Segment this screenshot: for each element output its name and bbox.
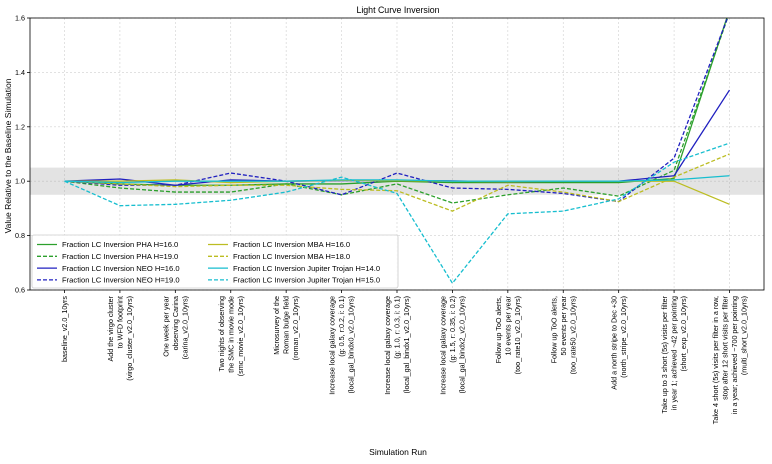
legend-label: Fraction LC Inversion PHA H=19.0 <box>62 252 178 261</box>
x-tick-label: Follow up ToO alerts, 10 events per year(… <box>494 295 522 374</box>
series-line-6 <box>64 153 730 212</box>
legend-label: Fraction LC Inversion MBA H=16.0 <box>233 240 350 249</box>
x-tick-label: Add a north stripe to Dec +30 (north_stri… <box>609 296 628 390</box>
x-tick-label: Take 4 short (5s) visits per filter in a… <box>711 295 749 424</box>
x-tick-label: Increase local galaxy coverage (g: 0.5, r… <box>328 296 356 395</box>
legend-entry: Fraction LC Inversion Jupiter Trojan H=1… <box>208 264 380 273</box>
x-tick-label-line: in year 1; achieved ~42 per pointing <box>670 296 679 410</box>
y-axis-label: Value Relative to the Baseline Simulatio… <box>3 78 13 233</box>
x-tick-label-line: Follow up ToO alerts, <box>494 296 503 363</box>
x-tick-label: Take up to 3 short (5s) visits per filte… <box>660 295 688 413</box>
x-tick-label-line: (too_rate50_v2.0_10yrs) <box>568 296 577 374</box>
legend-label: Fraction LC Inversion PHA H=16.0 <box>62 240 178 249</box>
x-tick-label: One week per year observing Carina (carina… <box>161 295 189 359</box>
legend: Fraction LC Inversion PHA H=16.0 Fraction… <box>31 234 399 289</box>
legend-entry: Fraction LC Inversion Jupiter Trojan H=1… <box>208 276 380 285</box>
x-tick-label-line: (local_gal_bindx0_v2.0_10yrs) <box>347 296 356 394</box>
x-tick-label-line: Increase local galaxy coverage <box>328 296 337 395</box>
x-tick-label-line: (north_stripe_v2.0_10yrs) <box>619 296 628 378</box>
y-axis-ticks: 0.6 0.8 1.0 1.2 1.4 1.6 <box>15 14 30 295</box>
x-tick-label-line: Add a north stripe to Dec +30 <box>609 296 618 390</box>
legend-label: Fraction LC Inversion NEO H=19.0 <box>62 276 180 285</box>
x-tick-label-line: Increase local galaxy coverage <box>438 296 447 395</box>
x-tick-label-line: (local_gal_bindx2_v2.0_10yrs) <box>457 296 466 394</box>
y-tick-label: 0.6 <box>15 286 25 295</box>
x-tick-label-line: Take 4 short (5s) visits per filter in a… <box>711 296 720 424</box>
legend-entry: Fraction LC Inversion PHA H=19.0 <box>37 252 178 261</box>
x-tick-label-line: (roman_v2.0_10yrs) <box>291 296 300 360</box>
legend-label: Fraction LC Inversion Jupiter Trojan H=1… <box>233 276 380 285</box>
x-tick-label-line: One week per year <box>161 295 170 356</box>
x-tick-label-line: (virgo_cluster_v2.0_10yrs) <box>125 296 134 381</box>
x-tick-label-line: stop after 12 short visits per filter <box>720 295 729 399</box>
x-tick-label-line: to WFD footprint <box>115 296 124 348</box>
legend-label: Fraction LC Inversion Jupiter Trojan H=1… <box>233 264 380 273</box>
x-tick-label-line: (smc_movie_v2.0_10yrs) <box>236 296 245 376</box>
x-tick-label: Add the virgo cluster to WFD footprint (vi… <box>106 295 134 380</box>
y-tick-label: 1.6 <box>15 14 25 23</box>
x-tick-label: Follow up ToO alerts, 50 events per year(… <box>549 295 577 374</box>
series-line-2 <box>64 18 729 204</box>
x-tick-label-line: the SMC in movie mode <box>226 296 235 373</box>
x-tick-label-line: (local_gal_bindx1_v2.0_10yrs) <box>402 296 411 394</box>
legend-entry: Fraction LC Inversion MBA H=18.0 <box>208 252 350 261</box>
legend-label: Fraction LC Inversion NEO H=16.0 <box>62 264 180 273</box>
x-tick-label-line: Increase local galaxy coverage <box>383 296 392 395</box>
x-tick-label-line: (carina_v2.0_10yrs) <box>180 296 189 360</box>
series-lines <box>64 18 731 284</box>
x-tick-label: baseline_v2.0_10yrs <box>60 296 69 362</box>
x-tick-label-line: Microsurvey of the <box>272 296 281 355</box>
x-tick-label-line: (g: 1.0, r: 0.3, i: 0.1) <box>393 296 402 359</box>
x-tick-label-line: Two nights of observing <box>217 296 226 372</box>
y-tick-label: 0.8 <box>15 231 25 240</box>
legend-frame <box>31 234 399 289</box>
legend-entry: Fraction LC Inversion NEO H=16.0 <box>37 264 180 273</box>
x-tick-label-line: Roman bulge field <box>282 296 291 354</box>
y-tick-label: 1.4 <box>15 68 25 77</box>
x-tick-label: Increase local galaxy coverage (g: 1.0, r… <box>383 296 411 395</box>
legend-label: Fraction LC Inversion MBA H=18.0 <box>233 252 350 261</box>
x-tick-label: Increase local galaxy coverage (g: 1.5, r… <box>438 296 466 395</box>
x-tick-label-line: Follow up ToO alerts, <box>549 296 558 363</box>
legend-entry: Fraction LC Inversion PHA H=16.0 <box>37 240 178 249</box>
x-tick-label-line: observing Carina <box>171 296 180 350</box>
x-tick-label-line: (too_rate10_v2.0_10yrs) <box>513 296 522 374</box>
legend-entry: Fraction LC Inversion NEO H=19.0 <box>37 276 180 285</box>
x-tick-label: Microsurvey of the Roman bulge field (roma… <box>272 296 300 360</box>
series-line-7 <box>64 175 730 184</box>
chart-title: Light Curve Inversion <box>356 5 439 15</box>
x-tick-label-line: (g: 0.5, r:0.2, i: 0.1) <box>337 296 346 357</box>
x-tick-label-line: 50 events per year <box>559 295 568 355</box>
x-tick-label-line: (short_exp_v2.0_10yrs) <box>679 296 688 372</box>
y-tick-label: 1.0 <box>15 177 25 186</box>
x-axis-ticks: baseline_v2.0_10yrs Add the virgo cluster… <box>60 290 748 424</box>
x-tick-label-line: (g: 1.5, r: 0.35, i: 0.2) <box>448 296 457 363</box>
x-tick-label-line: in a year; achieved ~700 per pointing <box>730 296 739 414</box>
y-tick-label: 1.2 <box>15 122 25 131</box>
x-tick-label-line: baseline_v2.0_10yrs <box>60 296 69 362</box>
x-tick-label-line: (multi_short_v2.0_10yrs) <box>739 296 748 375</box>
x-tick-label-line: 10 events per year <box>503 295 512 355</box>
x-tick-label-line: Add the virgo cluster <box>106 295 115 361</box>
x-tick-label-line: Take up to 3 short (5s) visits per filte… <box>660 295 669 413</box>
grid <box>30 17 764 291</box>
series-line-8 <box>64 142 730 284</box>
legend-entry: Fraction LC Inversion MBA H=16.0 <box>208 240 350 249</box>
x-axis-label: Simulation Run <box>369 447 427 457</box>
x-tick-label: Two nights of observing the SMC in movie … <box>217 296 245 376</box>
